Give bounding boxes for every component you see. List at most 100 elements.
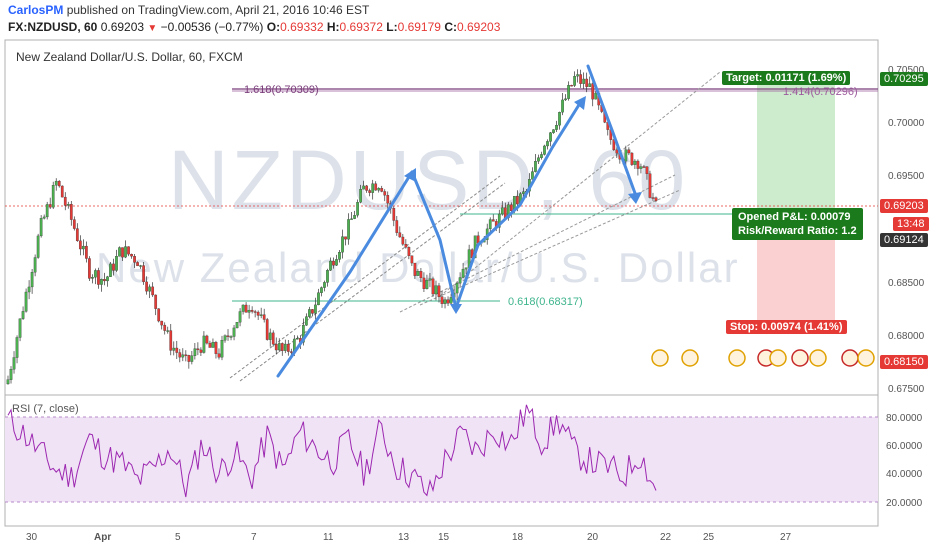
candle-body bbox=[154, 294, 158, 309]
candle-body bbox=[6, 379, 10, 385]
flag-icon[interactable] bbox=[728, 349, 746, 367]
candle-body bbox=[561, 99, 564, 113]
candle-body bbox=[259, 314, 263, 316]
flag-icon[interactable] bbox=[681, 349, 699, 367]
candle-body bbox=[377, 188, 381, 191]
rsi-tick: 80.0000 bbox=[886, 413, 923, 424]
flag-icon[interactable] bbox=[769, 349, 787, 367]
arrow-up-2[interactable] bbox=[454, 98, 584, 310]
candle-body bbox=[329, 260, 332, 271]
rsi-group bbox=[7, 404, 657, 498]
published-text: published on TradingView.com, April 21, … bbox=[66, 3, 370, 17]
candle-body bbox=[63, 196, 67, 206]
candle-body bbox=[359, 189, 362, 203]
author-link[interactable]: CarlosPM bbox=[8, 3, 64, 17]
candle-body bbox=[341, 236, 344, 253]
candle-body bbox=[440, 296, 444, 304]
flag-icon[interactable] bbox=[791, 349, 809, 367]
candle-body bbox=[30, 272, 34, 288]
candle-body bbox=[42, 216, 46, 219]
candle-body bbox=[208, 342, 212, 348]
candle-body bbox=[323, 282, 326, 288]
price-tick: 0.68500 bbox=[888, 278, 925, 289]
candle-body bbox=[488, 219, 492, 230]
candle-body bbox=[651, 197, 655, 199]
candle-body bbox=[356, 202, 359, 216]
candle-body bbox=[136, 262, 139, 267]
arrow-up-1[interactable] bbox=[276, 170, 414, 378]
candle-body bbox=[133, 256, 136, 263]
stop-label[interactable]: Stop: 0.00974 (1.41%) bbox=[726, 320, 847, 334]
candle-body bbox=[148, 286, 152, 292]
flag-icon[interactable] bbox=[841, 349, 859, 367]
channel-line-4[interactable] bbox=[399, 174, 676, 313]
candle-body bbox=[75, 228, 79, 242]
candle-body bbox=[338, 252, 341, 260]
candle-body bbox=[567, 85, 570, 99]
arrowhead-3 bbox=[574, 96, 586, 110]
candle-body bbox=[97, 270, 100, 285]
flag-icon[interactable] bbox=[651, 349, 669, 367]
candle-body bbox=[12, 357, 16, 370]
candle-body bbox=[94, 270, 97, 278]
candle-body bbox=[166, 330, 170, 332]
time-tick: 22 bbox=[660, 532, 672, 543]
candle-body bbox=[353, 215, 356, 219]
flag-icon[interactable] bbox=[809, 349, 827, 367]
candle-body bbox=[591, 83, 595, 100]
candle-body bbox=[371, 183, 375, 193]
candle-body bbox=[350, 218, 353, 220]
candle-body bbox=[633, 160, 637, 165]
time-tick: 7 bbox=[251, 532, 257, 543]
fib-bottom-label: 0.618(0.68317) bbox=[508, 296, 583, 308]
candle-body bbox=[91, 277, 94, 279]
candle-body bbox=[100, 279, 103, 285]
time-tick: 25 bbox=[703, 532, 715, 543]
candle-body bbox=[214, 342, 218, 354]
candle-body bbox=[546, 141, 549, 147]
candle-body bbox=[642, 166, 646, 168]
candle-body bbox=[461, 268, 465, 278]
candle-body bbox=[211, 342, 215, 348]
ohlc-line: FX:NZDUSD, 60 0.69203 ▼ −0.00536 (−0.77%… bbox=[8, 20, 500, 34]
arrowhead-2 bbox=[450, 304, 462, 314]
candle-body bbox=[564, 98, 567, 101]
candle-body bbox=[217, 353, 221, 358]
price-tag-time: 13:48 bbox=[893, 217, 929, 231]
pl-box[interactable]: Opened P&L: 0.00079 Risk/Reward Ratio: 1… bbox=[732, 208, 863, 240]
arrow-group[interactable] bbox=[276, 64, 638, 378]
candle-body bbox=[558, 112, 561, 126]
candle-body bbox=[534, 161, 537, 172]
down-triangle-icon: ▼ bbox=[147, 23, 158, 34]
candle-body bbox=[205, 335, 209, 344]
candle-body bbox=[223, 335, 227, 341]
candle-body bbox=[109, 263, 112, 277]
candle-body bbox=[196, 348, 200, 351]
target-label[interactable]: Target: 0.01171 (1.69%) bbox=[722, 71, 851, 85]
candle-body bbox=[60, 185, 64, 198]
candle-body bbox=[443, 299, 447, 304]
candle-body bbox=[386, 195, 390, 204]
flag-icon[interactable] bbox=[857, 349, 875, 367]
arrowheads bbox=[404, 96, 642, 314]
price-tick: 0.68000 bbox=[888, 331, 925, 342]
arrow-down-1[interactable] bbox=[410, 170, 458, 310]
candle-body bbox=[410, 255, 414, 264]
candle-body bbox=[455, 283, 459, 294]
candle-body bbox=[395, 220, 399, 233]
candle-body bbox=[645, 166, 649, 174]
high-value: 0.69372 bbox=[339, 20, 383, 34]
candle-body bbox=[579, 74, 583, 84]
candle-body bbox=[115, 256, 118, 271]
candle-body bbox=[615, 149, 619, 154]
candle-body bbox=[335, 259, 338, 266]
candle-body bbox=[235, 322, 239, 329]
arrow-down-2[interactable] bbox=[586, 64, 638, 198]
event-icons[interactable] bbox=[651, 349, 875, 367]
candle-body bbox=[419, 271, 423, 279]
candle-body bbox=[169, 330, 173, 351]
target-zone bbox=[757, 74, 835, 208]
price-tag-stop: 0.68150 bbox=[880, 355, 928, 369]
symbol-watermark: NZDUSD, 60 bbox=[168, 133, 689, 227]
